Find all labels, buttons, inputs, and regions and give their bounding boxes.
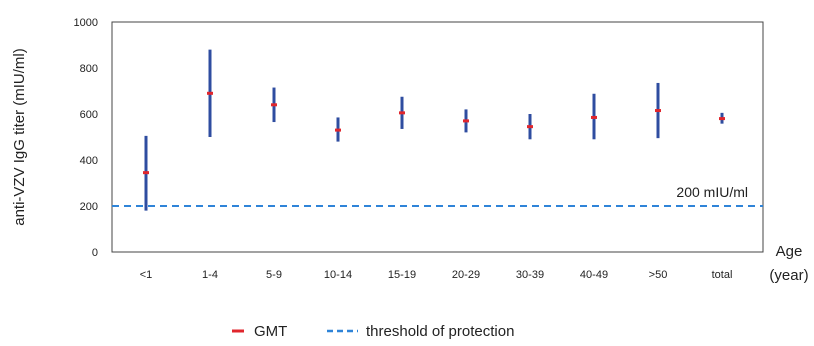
x-axis-label-year: (year) xyxy=(769,267,808,284)
gmt-point-7 xyxy=(591,115,597,119)
gmt-point-2 xyxy=(271,103,277,107)
gmt-point-8 xyxy=(655,109,661,113)
y-axis-label: anti-VZV IgG titer (mIU/ml) xyxy=(11,48,28,226)
x-tick-label-0: <1 xyxy=(140,269,153,281)
gmt-point-4 xyxy=(399,111,405,115)
threshold-label: 200 mIU/ml xyxy=(676,184,748,200)
plot-frame xyxy=(111,21,764,253)
gmt-markers xyxy=(143,91,725,175)
x-tick-label-9: total xyxy=(712,269,733,281)
y-tick-label-200: 200 xyxy=(80,201,98,213)
threshold-line-group: 200 mIU/ml xyxy=(112,184,763,207)
gmt-point-0 xyxy=(143,171,149,175)
y-tick-label-1000: 1000 xyxy=(74,17,98,29)
x-tick-label-7: 40-49 xyxy=(580,269,608,281)
x-tick-label-3: 10-14 xyxy=(324,269,352,281)
legend: GMT threshold of protection xyxy=(232,323,514,340)
y-tick-label-400: 400 xyxy=(80,155,98,167)
x-tick-label-2: 5-9 xyxy=(266,269,282,281)
error-bars xyxy=(144,49,724,211)
legend-threshold-label: threshold of protection xyxy=(366,323,514,340)
plot-area xyxy=(111,21,764,253)
y-tick-label-800: 800 xyxy=(80,63,98,75)
x-tick-label-5: 20-29 xyxy=(452,269,480,281)
x-tick-label-6: 30-39 xyxy=(516,269,544,281)
x-tick-label-4: 15-19 xyxy=(388,269,416,281)
x-axis-ticks: <1 1-4 5-9 10-14 15-19 20-29 30-39 40-49 >50 tota… xyxy=(140,269,733,281)
y-axis-ticks: 0 200 400 600 800 1000 xyxy=(74,17,98,259)
gmt-point-3 xyxy=(335,128,341,132)
y-tick-label-600: 600 xyxy=(80,109,98,121)
x-tick-label-8: >50 xyxy=(649,269,668,281)
legend-gmt-label: GMT xyxy=(254,323,287,340)
gmt-point-1 xyxy=(207,91,213,95)
gmt-point-6 xyxy=(527,125,533,129)
x-tick-label-1: 1-4 xyxy=(202,269,218,281)
y-tick-label-0: 0 xyxy=(92,247,98,259)
x-axis-label-age: Age xyxy=(776,243,803,260)
gmt-point-5 xyxy=(463,119,469,123)
gmt-point-9 xyxy=(719,117,725,121)
